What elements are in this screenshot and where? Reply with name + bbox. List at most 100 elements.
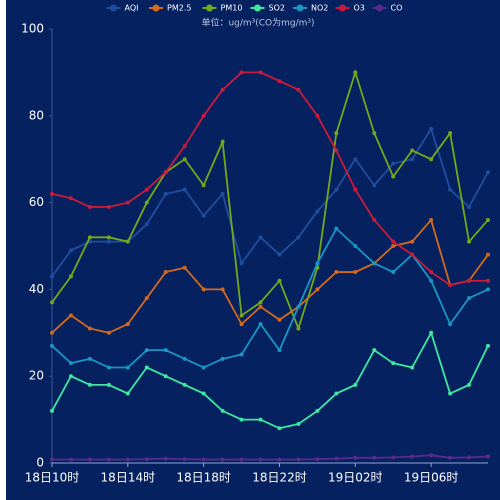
- data-point: [220, 87, 225, 92]
- data-point: [258, 70, 263, 75]
- x-tick-label: 18日14时: [101, 471, 156, 485]
- data-point: [429, 126, 434, 131]
- data-point: [277, 457, 282, 462]
- data-point: [68, 248, 73, 253]
- legend-label: O3: [354, 4, 365, 13]
- data-point: [50, 408, 54, 413]
- data-point: [334, 148, 339, 153]
- data-point: [50, 191, 54, 196]
- data-point: [372, 131, 377, 136]
- data-point: [201, 457, 206, 462]
- data-point: [486, 287, 490, 292]
- legend-marker: [152, 4, 160, 12]
- data-point: [334, 131, 339, 136]
- subtitle: 单位：ug/m³(CO为mg/m³): [201, 17, 314, 29]
- data-point: [372, 261, 377, 266]
- legend-label: AQI: [125, 4, 139, 13]
- data-point: [144, 365, 149, 370]
- data-point: [87, 204, 92, 209]
- data-point: [296, 457, 301, 462]
- series-line: [51, 227, 489, 369]
- data-point: [201, 183, 206, 188]
- data-point: [68, 196, 73, 201]
- data-point: [163, 191, 168, 196]
- data-point: [448, 322, 453, 327]
- data-point: [68, 274, 73, 279]
- data-point: [410, 365, 415, 370]
- data-point: [144, 200, 149, 205]
- data-point: [486, 170, 490, 175]
- data-point: [372, 183, 377, 188]
- data-point: [372, 348, 377, 353]
- legend-marker: [206, 4, 213, 12]
- legend-marker: [254, 4, 261, 12]
- data-point: [163, 348, 168, 353]
- data-point: [391, 239, 396, 244]
- data-point: [467, 455, 472, 460]
- data-point: [106, 457, 111, 462]
- data-point: [429, 278, 434, 283]
- x-tick-label: 18日10时: [25, 471, 80, 485]
- legend-marker: [296, 4, 304, 12]
- data-point: [467, 239, 472, 244]
- data-point: [258, 300, 263, 305]
- data-point: [144, 348, 149, 353]
- y-tick-label: 40: [29, 282, 44, 296]
- legend-marker: [376, 4, 383, 12]
- data-point: [334, 270, 339, 275]
- data-point: [68, 361, 73, 366]
- data-point: [296, 87, 301, 92]
- data-point: [87, 235, 92, 240]
- data-point: [106, 365, 111, 370]
- data-point: [50, 300, 54, 305]
- data-point: [410, 148, 415, 153]
- data-point: [391, 174, 396, 179]
- data-point: [467, 278, 472, 283]
- x-tick-label: 19日02时: [328, 471, 383, 485]
- background: [6, 0, 500, 500]
- data-point: [163, 456, 168, 461]
- data-point: [182, 187, 187, 192]
- data-point: [239, 313, 244, 318]
- legend-label: SO2: [269, 4, 285, 13]
- data-point: [258, 304, 263, 309]
- data-point: [87, 356, 92, 361]
- data-point: [372, 455, 377, 460]
- data-point: [277, 317, 282, 322]
- data-point: [106, 382, 111, 387]
- data-point: [334, 456, 339, 461]
- data-point: [467, 382, 472, 387]
- data-point: [410, 252, 415, 257]
- data-point: [448, 455, 453, 460]
- data-point: [353, 455, 358, 460]
- data-point: [220, 457, 225, 462]
- data-point: [125, 365, 130, 370]
- data-point: [296, 421, 301, 426]
- data-point: [50, 330, 54, 335]
- data-point: [486, 252, 490, 257]
- data-point: [277, 348, 282, 353]
- data-point: [429, 217, 434, 222]
- data-point: [144, 296, 149, 301]
- data-point: [315, 287, 320, 292]
- data-point: [182, 265, 187, 270]
- series-line: [51, 69, 489, 332]
- data-point: [315, 261, 320, 266]
- data-point: [410, 454, 415, 459]
- data-point: [448, 187, 453, 192]
- data-point: [296, 326, 301, 331]
- data-point: [277, 426, 282, 431]
- data-point: [467, 204, 472, 209]
- data-point: [182, 144, 187, 149]
- data-point: [486, 454, 490, 459]
- data-point: [277, 278, 282, 283]
- data-point: [448, 131, 453, 136]
- x-tick-label: 18日18时: [176, 471, 231, 485]
- data-point: [68, 457, 73, 462]
- data-point: [201, 287, 206, 292]
- data-point: [239, 261, 244, 266]
- legend-label: PM10: [221, 4, 243, 13]
- data-point: [486, 278, 490, 283]
- series-line: [51, 330, 489, 430]
- data-point: [106, 330, 111, 335]
